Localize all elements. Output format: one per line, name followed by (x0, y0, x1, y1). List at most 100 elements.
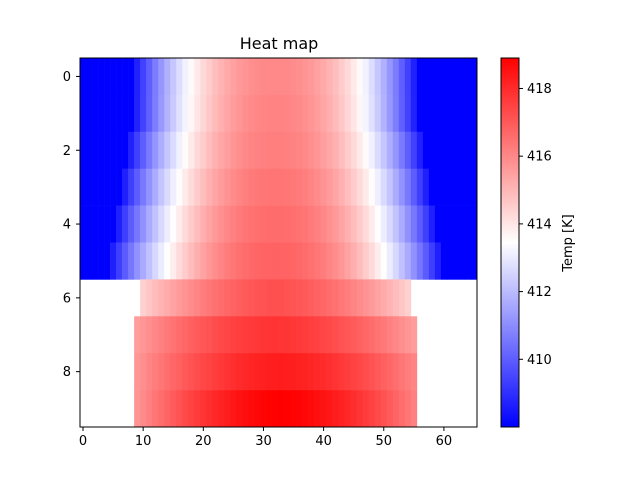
heatmap-cell (92, 58, 99, 96)
heatmap-cell (392, 242, 400, 280)
heatmap-cell (314, 131, 321, 169)
heatmap-cell (266, 205, 273, 243)
heatmap-cell (272, 168, 279, 206)
heatmap-cell (362, 316, 370, 354)
heatmap-cell (374, 58, 382, 96)
heatmap-cell (350, 58, 357, 96)
heatmap-cell (92, 168, 99, 206)
heatmap-cell (182, 131, 189, 169)
heatmap-cell (230, 168, 237, 206)
heatmap-cell (164, 168, 171, 206)
heatmap-cell (314, 316, 321, 354)
heatmap-cell (356, 242, 364, 280)
heatmap-cell (356, 168, 364, 206)
heatmap-cell (374, 279, 382, 317)
heatmap-cell (170, 279, 177, 317)
heatmap-cell (176, 58, 183, 96)
heatmap-cell (380, 168, 388, 206)
heatmap-cell (260, 353, 267, 391)
heatmap-cell (374, 168, 382, 206)
heatmap-cell (368, 168, 376, 206)
heatmap-cell (176, 279, 183, 317)
heatmap-cell (242, 131, 249, 169)
heatmap-cell (284, 316, 291, 354)
heatmap-cell (302, 390, 309, 428)
heatmap-cell (152, 279, 159, 317)
heatmap-cell (386, 242, 394, 280)
heatmap-cell (188, 279, 195, 317)
heatmap-cell (200, 353, 207, 391)
heatmap-cell (422, 131, 430, 169)
heatmap-cell (146, 168, 153, 206)
heatmap-cell (356, 131, 364, 169)
heatmap-cell (380, 58, 388, 96)
heatmap-cell (146, 94, 153, 133)
heatmap-cell (86, 242, 93, 280)
heatmap-cell (464, 205, 472, 243)
heatmap-cell (332, 131, 339, 169)
heatmap-cell (128, 131, 135, 169)
heatmap-cell (386, 205, 394, 243)
heatmap-cell (176, 353, 183, 391)
heatmap-cell (362, 94, 370, 133)
heatmap-cell (392, 279, 400, 317)
heatmap-cell (170, 94, 177, 133)
heatmap-cell (194, 205, 201, 243)
heatmap-cell (224, 205, 231, 243)
heatmap-cell (110, 205, 117, 243)
heatmap-cell (422, 205, 430, 243)
heatmap-cell (80, 58, 87, 96)
heatmap-cell (152, 94, 159, 133)
heatmap-cell (272, 58, 279, 96)
heatmap-cell (350, 279, 357, 317)
heatmap-cell (290, 390, 297, 428)
heatmap-cell (308, 58, 315, 96)
heatmap-cell (314, 242, 321, 280)
heatmap-cell (248, 131, 255, 169)
heatmap-cell (260, 205, 267, 243)
heatmap-cell (104, 205, 111, 243)
heatmap-cell (302, 205, 309, 243)
heatmap-cell (284, 131, 291, 169)
x-tick-label: 20 (195, 434, 212, 449)
heatmap-cell (368, 279, 376, 317)
heatmap-cell (350, 94, 357, 133)
heatmap-cell (344, 205, 351, 243)
colorbar-frame (500, 57, 520, 428)
heatmap-cell (422, 58, 430, 96)
heatmap-cell (458, 94, 466, 133)
x-tick-label: 40 (315, 434, 332, 449)
heatmap-cell (254, 58, 261, 96)
heatmap-cell (458, 242, 466, 280)
heatmap-cell (326, 131, 333, 169)
heatmap-cell (302, 131, 309, 169)
heatmap-cell (230, 205, 237, 243)
heatmap-cell (92, 94, 99, 133)
heatmap-cell (182, 353, 189, 391)
heatmap-cell (368, 94, 376, 133)
heatmap-cell (398, 131, 406, 169)
heatmap-cell (356, 316, 364, 354)
heatmap-cell (434, 205, 442, 243)
heatmap-cell (146, 58, 153, 96)
heatmap-cell (182, 168, 189, 206)
heatmap-cell (416, 205, 424, 243)
heatmap-cell (290, 205, 297, 243)
heatmap-cell (230, 316, 237, 354)
heatmap-cell (338, 205, 345, 243)
heatmap-cell (464, 168, 472, 206)
heatmap-cell (224, 242, 231, 280)
heatmap-cell (134, 316, 141, 354)
heatmap-cell (320, 316, 327, 354)
heatmap-cell (278, 131, 285, 169)
colorbar-tick-label: 418 (527, 82, 552, 97)
y-tick-label: 2 (63, 144, 71, 159)
heatmap-cell (86, 94, 93, 133)
heatmap-cell (158, 205, 165, 243)
heatmap-cell (338, 353, 345, 391)
heatmap-cell (392, 205, 400, 243)
heatmap-cell (266, 279, 273, 317)
heatmap-cell (398, 390, 406, 428)
heatmap-cell (422, 94, 430, 133)
heatmap-cell (338, 94, 345, 133)
